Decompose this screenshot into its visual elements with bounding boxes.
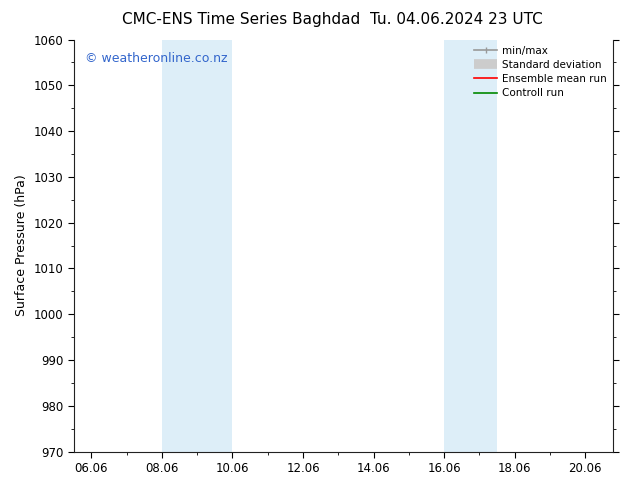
Bar [162, 40, 233, 452]
Text: Tu. 04.06.2024 23 UTC: Tu. 04.06.2024 23 UTC [370, 12, 543, 27]
Y-axis label: Surface Pressure (hPa): Surface Pressure (hPa) [15, 175, 28, 317]
Text: © weatheronline.co.nz: © weatheronline.co.nz [84, 52, 227, 65]
Legend: min/max, Standard deviation, Ensemble mean run, Controll run: min/max, Standard deviation, Ensemble me… [470, 42, 611, 102]
Text: CMC-ENS Time Series Baghdad: CMC-ENS Time Series Baghdad [122, 12, 360, 27]
Bar [444, 40, 497, 452]
